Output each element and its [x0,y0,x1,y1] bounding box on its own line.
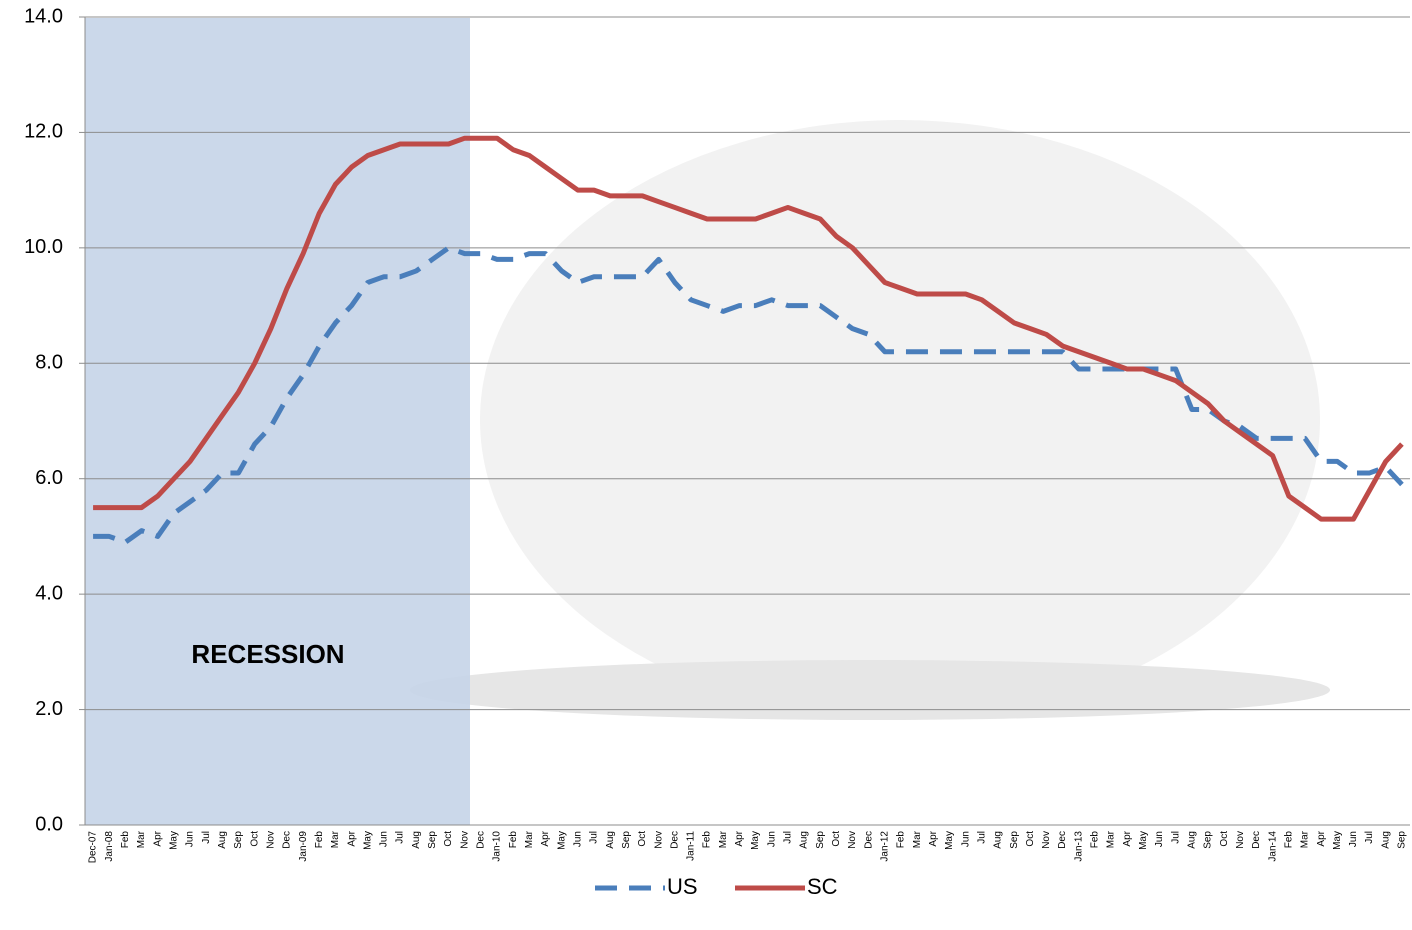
x-tick-label: Jul [395,831,406,844]
x-tick-label: Dec [1251,831,1262,849]
x-tick-label: Sep [1397,831,1408,849]
x-tick-label: Sep [621,831,632,849]
x-tick-label: Apr [1316,830,1327,846]
x-tick-label: Jul [1170,831,1181,844]
x-tick-label: Mar [1106,830,1117,848]
y-tick-label: 12.0 [24,121,63,143]
x-tick-label: Jul [976,831,987,844]
x-tick-label: Aug [605,831,616,849]
x-tick-label: Oct [443,831,454,847]
x-tick-label: Apr [928,830,939,846]
x-tick-label: Feb [314,831,325,849]
legend-label: US [667,874,698,899]
x-tick-label: Aug [217,831,228,849]
x-tick-label: Nov [265,831,276,849]
x-tick-label: Jun [1348,831,1359,847]
annotation: RECESSION [191,639,344,669]
x-tick-label: Jul [201,831,212,844]
x-tick-label: May [1332,831,1343,850]
x-tick-label: Jun [379,831,390,847]
x-tick-label: Jan-12 [879,831,890,862]
x-tick-label: Jan-08 [104,831,115,862]
x-tick-label: Aug [799,831,810,849]
x-tick-label: Jun [766,831,777,847]
x-tick-label: Nov [653,831,664,849]
x-tick-label: May [750,831,761,850]
y-tick-label: 10.0 [24,236,63,258]
x-tick-label: Mar [136,830,147,848]
x-tick-label: May [556,831,567,850]
y-tick-label: 2.0 [35,698,63,720]
x-tick-label: Dec-07 [88,831,99,864]
x-tick-label: Dec [1057,831,1068,849]
x-tick-label: Jun [185,831,196,847]
background-coins [410,660,1330,720]
x-tick-label: Oct [249,831,260,847]
x-tick-label: Mar [912,830,923,848]
x-tick-label: Sep [815,831,826,849]
x-tick-label: Jan-13 [1073,831,1084,862]
y-tick-label: 14.0 [24,5,63,27]
x-tick-label: Aug [1187,831,1198,849]
x-tick-label: Feb [896,831,907,849]
x-tick-label: Jun [960,831,971,847]
legend-label: SC [807,874,838,899]
x-tick-label: Dec [863,831,874,849]
x-tick-label: May [944,831,955,850]
x-tick-label: Oct [831,831,842,847]
x-tick-label: Sep [1203,831,1214,849]
x-tick-label: Sep [233,831,244,849]
x-tick-label: Nov [459,831,470,849]
x-tick-label: Jan-11 [686,831,697,861]
series-line [93,135,1404,522]
x-tick-label: Nov [1235,831,1246,849]
background-image [480,120,1320,720]
x-tick-label: Dec [669,831,680,849]
x-tick-label: Aug [993,831,1004,849]
x-tick-label: Apr [1122,830,1133,846]
x-tick-label: Jun [572,831,583,847]
y-tick-label: 0.0 [35,813,63,835]
x-tick-label: Dec [476,831,487,849]
x-tick-label: Feb [1283,831,1294,849]
x-tick-label: May [362,831,373,850]
x-tick-label: Apr [540,830,551,846]
y-tick-label: 4.0 [35,582,63,604]
x-tick-label: Nov [1041,831,1052,849]
y-tick-label: 6.0 [35,467,63,489]
x-tick-label: Jul [589,831,600,844]
x-tick-label: Nov [847,831,858,849]
recession-band [85,18,470,825]
x-tick-label: May [169,831,180,850]
x-tick-label: Mar [718,830,729,848]
x-tick-label: Mar [524,830,535,848]
x-tick-label: Apr [346,830,357,846]
x-tick-label: Apr [734,830,745,846]
x-tick-label: Apr [152,830,163,846]
x-tick-label: Mar [330,830,341,848]
x-tick-label: Jul [1364,831,1375,844]
x-tick-label: Oct [1219,831,1230,847]
x-tick-label: Mar [1300,830,1311,848]
x-tick-label: Sep [1009,831,1020,849]
x-tick-label: Aug [411,831,422,849]
x-tick-label: Jan-09 [298,831,309,862]
x-tick-label: Feb [702,831,713,849]
x-tick-label: Feb [508,831,519,849]
x-tick-label: Jan-14 [1267,831,1278,862]
x-tick-label: Feb [120,831,131,849]
x-tick-label: Dec [282,831,293,849]
x-tick-label: Sep [427,831,438,849]
x-tick-label: Aug [1380,831,1391,849]
x-tick-label: May [1138,831,1149,850]
x-tick-label: Jul [783,831,794,844]
y-tick-label: 8.0 [35,352,63,374]
x-tick-label: Jun [1154,831,1165,847]
series-line [93,245,1404,545]
x-tick-label: Feb [1090,831,1101,849]
x-tick-label: Jan-10 [492,831,503,862]
x-tick-label: Oct [637,831,648,847]
x-tick-label: Oct [1025,831,1036,847]
